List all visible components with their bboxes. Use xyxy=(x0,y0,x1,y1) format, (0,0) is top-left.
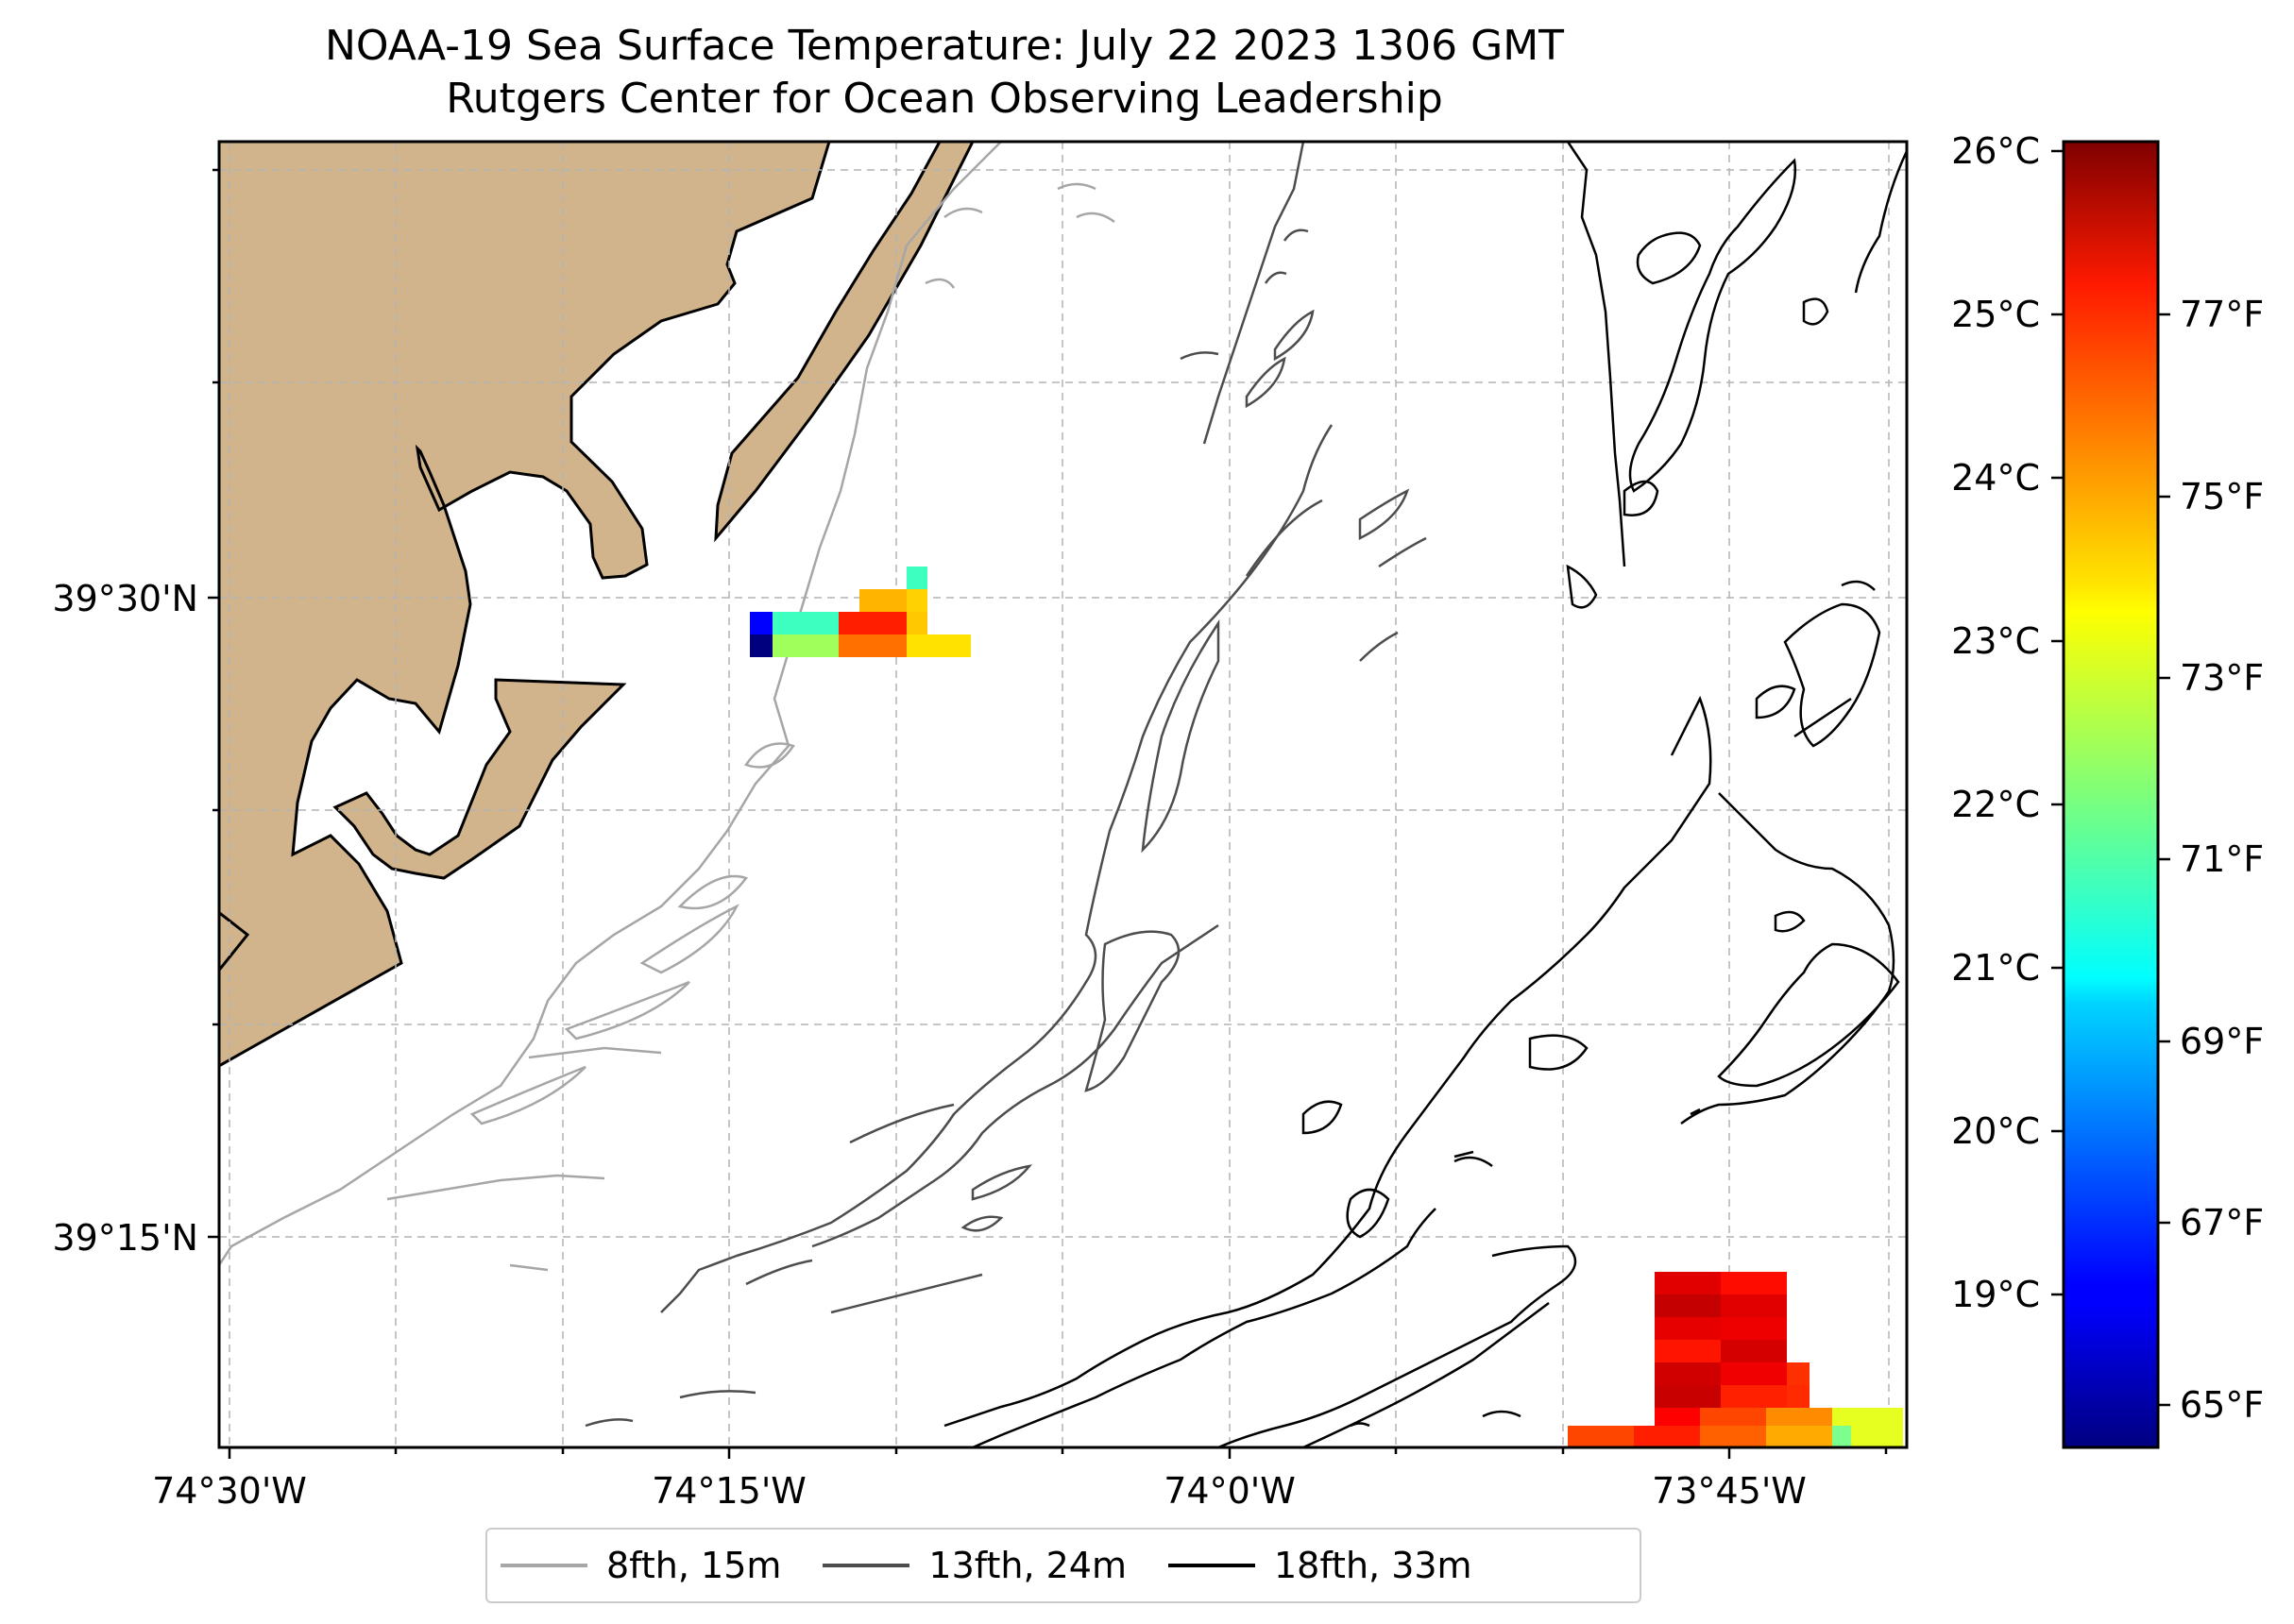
legend-line-8fth xyxy=(501,1564,587,1567)
colorbar-celsius-label: 22°C xyxy=(1951,784,2040,825)
colorbar-celsius-label: 25°C xyxy=(1951,294,2040,335)
colorbar-fahrenheit-label: 75°F xyxy=(2180,476,2264,517)
gridlines xyxy=(219,142,1907,1447)
legend-line-18fth xyxy=(1167,1564,1255,1567)
contour-8fth xyxy=(219,142,1115,1272)
legend-label: 18fth, 33m xyxy=(1273,1545,1472,1586)
sst-pixel xyxy=(859,589,907,612)
sst-pixel xyxy=(1655,1340,1721,1362)
colorbar-celsius-label: 20°C xyxy=(1951,1110,2040,1152)
sst-pixel xyxy=(907,634,971,657)
legend-label: 13fth, 24m xyxy=(928,1545,1127,1586)
sst-pixel xyxy=(1721,1272,1787,1294)
sst-pixel xyxy=(1655,1294,1721,1317)
colorbar-fahrenheit-label: 71°F xyxy=(2180,838,2264,880)
legend-label: 8fth, 15m xyxy=(606,1545,782,1586)
sst-pixel xyxy=(907,589,927,612)
sst-pixel xyxy=(1851,1426,1903,1447)
land-small-island xyxy=(219,910,250,973)
land-peninsula xyxy=(332,678,627,880)
sst-pixel xyxy=(1832,1426,1851,1447)
lon-tick-label: 74°0'W xyxy=(1164,1470,1296,1512)
sst-pixel xyxy=(1721,1294,1787,1317)
lon-tick-label: 74°30'W xyxy=(152,1470,307,1512)
colorbar xyxy=(2062,140,2160,1449)
map-subtitle: Rutgers Center for Ocean Observing Leade… xyxy=(446,75,1443,123)
lat-tick-label: 39°15'N xyxy=(52,1217,198,1259)
sst-pixel xyxy=(1568,1426,1634,1447)
colorbar-ticks xyxy=(2051,149,2170,1407)
colorbar-celsius-label: 23°C xyxy=(1951,620,2040,662)
sst-pixel xyxy=(1721,1317,1787,1340)
sst-pixel xyxy=(1634,1426,1700,1447)
colorbar-celsius-label: 21°C xyxy=(1951,947,2040,989)
sst-pixel xyxy=(1655,1317,1721,1340)
lat-tick-label: 39°30'N xyxy=(52,578,198,619)
contour-18fth xyxy=(943,142,1907,1447)
sst-pixel xyxy=(1766,1426,1832,1447)
colorbar-celsius-label: 19°C xyxy=(1951,1274,2040,1315)
land-mainland xyxy=(219,142,831,1068)
lon-tick-label: 73°45'W xyxy=(1652,1470,1807,1512)
legend-item-13fth: 13fth, 24m xyxy=(823,1545,1127,1586)
sst-pixel xyxy=(750,612,773,634)
sst-pixel xyxy=(1655,1385,1721,1408)
sst-pixel xyxy=(907,567,927,589)
contour-13fth xyxy=(585,142,1427,1428)
sst-cluster-north xyxy=(750,567,971,657)
sst-pixel xyxy=(1787,1385,1810,1408)
legend: 8fth, 15m 13fth, 24m 18fth, 33m xyxy=(485,1528,1641,1603)
legend-line-13fth xyxy=(823,1564,910,1567)
lon-tick-label: 74°15'W xyxy=(652,1470,807,1512)
colorbar-fahrenheit-label: 65°F xyxy=(2180,1384,2264,1426)
map-area xyxy=(219,142,1907,1447)
sst-pixel xyxy=(1721,1362,1787,1385)
colorbar-celsius-label: 26°C xyxy=(1951,130,2040,172)
legend-item-8fth: 8fth, 15m xyxy=(501,1545,781,1586)
sst-pixel xyxy=(773,612,839,634)
colorbar-fahrenheit-label: 77°F xyxy=(2180,294,2264,335)
land-barrier-island xyxy=(714,142,975,543)
colorbar-fahrenheit-label: 67°F xyxy=(2180,1202,2264,1243)
sst-pixel xyxy=(1655,1272,1721,1294)
sst-pixel xyxy=(839,612,907,634)
sst-cluster-south xyxy=(1568,1272,1903,1447)
sst-pixel xyxy=(839,634,907,657)
map-title: NOAA-19 Sea Surface Temperature: July 22… xyxy=(324,22,1565,70)
colorbar-fahrenheit-label: 73°F xyxy=(2180,657,2264,699)
colorbar-fahrenheit-label: 69°F xyxy=(2180,1021,2264,1062)
sst-pixel xyxy=(1655,1362,1721,1385)
sst-pixel xyxy=(1721,1340,1787,1362)
axis-ticks xyxy=(208,168,1888,1459)
colorbar-celsius-label: 24°C xyxy=(1951,457,2040,499)
sst-pixel xyxy=(1721,1385,1787,1408)
sst-pixel xyxy=(773,634,839,657)
sst-pixel xyxy=(1700,1426,1766,1447)
sst-pixel xyxy=(907,612,927,634)
sst-pixel xyxy=(1787,1362,1810,1385)
legend-item-18fth: 18fth, 33m xyxy=(1167,1545,1472,1586)
sst-pixel xyxy=(750,634,773,657)
